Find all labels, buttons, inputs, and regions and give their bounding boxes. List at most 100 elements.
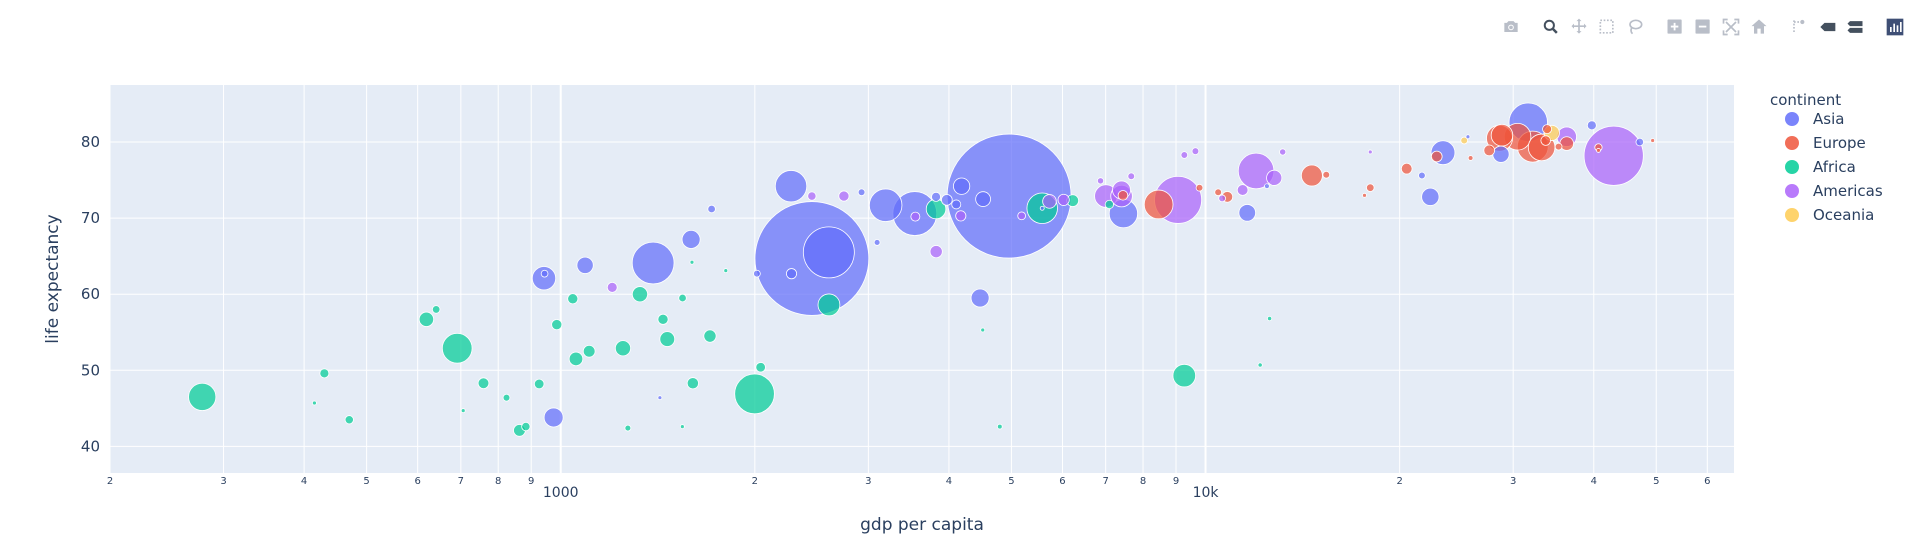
point-americas[interactable] xyxy=(1191,147,1200,156)
point-asia[interactable] xyxy=(951,199,962,210)
point-asia[interactable] xyxy=(1418,171,1426,180)
point-africa[interactable] xyxy=(533,378,545,390)
legend-label-oceania[interactable]: Oceania xyxy=(1813,206,1874,224)
point-africa[interactable] xyxy=(582,344,596,358)
point-europe[interactable] xyxy=(1322,170,1331,179)
box-select-button[interactable] xyxy=(1593,14,1621,40)
point-asia[interactable] xyxy=(1635,137,1644,147)
point-americas[interactable] xyxy=(1096,177,1105,185)
point-europe[interactable] xyxy=(1366,183,1375,192)
point-africa[interactable] xyxy=(686,377,699,390)
point-europe[interactable] xyxy=(1214,188,1222,197)
point-africa[interactable] xyxy=(631,286,648,303)
point-asia[interactable] xyxy=(657,395,663,401)
point-americas[interactable] xyxy=(929,245,943,259)
point-asia[interactable] xyxy=(785,268,798,280)
point-asia[interactable] xyxy=(681,230,701,249)
point-asia[interactable] xyxy=(802,226,855,279)
legend-label-europe[interactable]: Europe xyxy=(1813,134,1866,152)
point-asia[interactable] xyxy=(941,194,953,206)
point-africa[interactable] xyxy=(319,368,330,379)
legend-marker-africa[interactable] xyxy=(1785,160,1799,174)
point-africa[interactable] xyxy=(344,415,354,425)
point-europe[interactable] xyxy=(1596,148,1601,153)
plotly-logo[interactable] xyxy=(1881,14,1909,40)
point-africa[interactable] xyxy=(312,400,317,406)
point-africa[interactable] xyxy=(1104,199,1114,210)
point-africa[interactable] xyxy=(703,329,717,343)
spike-lines-button[interactable] xyxy=(1785,14,1813,40)
point-europe[interactable] xyxy=(1117,190,1129,201)
point-africa[interactable] xyxy=(679,424,685,429)
download-plot-button[interactable] xyxy=(1497,14,1525,40)
point-africa[interactable] xyxy=(1267,316,1273,322)
point-asia[interactable] xyxy=(1039,205,1045,211)
point-africa[interactable] xyxy=(659,331,676,347)
point-americas[interactable] xyxy=(1236,184,1249,196)
point-africa[interactable] xyxy=(614,340,632,357)
point-europe[interactable] xyxy=(1540,135,1551,146)
legend-marker-oceania[interactable] xyxy=(1785,208,1799,222)
point-africa[interactable] xyxy=(657,313,669,325)
reset-axes-button[interactable] xyxy=(1745,14,1773,40)
autoscale-button[interactable] xyxy=(1717,14,1745,40)
point-asia[interactable] xyxy=(1264,183,1270,189)
point-asia[interactable] xyxy=(931,191,941,202)
point-americas[interactable] xyxy=(1367,149,1373,155)
point-africa[interactable] xyxy=(1257,362,1263,368)
point-asia[interactable] xyxy=(1465,134,1471,140)
point-africa[interactable] xyxy=(997,423,1003,430)
pan-button[interactable] xyxy=(1565,14,1593,40)
point-africa[interactable] xyxy=(477,377,490,390)
point-americas[interactable] xyxy=(955,210,967,222)
point-americas[interactable] xyxy=(838,190,850,202)
point-europe[interactable] xyxy=(1195,183,1204,192)
point-europe[interactable] xyxy=(1467,155,1474,161)
point-americas[interactable] xyxy=(1017,211,1026,221)
point-africa[interactable] xyxy=(441,332,473,364)
point-africa[interactable] xyxy=(723,268,729,274)
point-americas[interactable] xyxy=(1057,193,1070,206)
point-americas[interactable] xyxy=(807,191,817,201)
point-americas[interactable] xyxy=(1218,194,1226,203)
point-africa[interactable] xyxy=(1172,363,1197,388)
hover-compare-button[interactable] xyxy=(1841,14,1869,40)
point-americas[interactable] xyxy=(910,211,921,222)
point-africa[interactable] xyxy=(521,422,531,432)
point-asia[interactable] xyxy=(1586,120,1597,131)
hover-closest-button[interactable] xyxy=(1813,14,1841,40)
point-africa[interactable] xyxy=(551,319,563,331)
legend-marker-asia[interactable] xyxy=(1785,112,1799,126)
lasso-select-button[interactable] xyxy=(1621,14,1649,40)
point-asia[interactable] xyxy=(975,191,991,207)
point-africa[interactable] xyxy=(624,424,632,432)
point-africa[interactable] xyxy=(567,293,579,305)
point-africa[interactable] xyxy=(460,408,466,414)
point-asia[interactable] xyxy=(1492,145,1510,163)
point-americas[interactable] xyxy=(1180,151,1189,159)
zoom-button[interactable] xyxy=(1537,14,1565,40)
point-africa[interactable] xyxy=(502,393,511,402)
point-europe[interactable] xyxy=(1483,144,1496,157)
point-americas[interactable] xyxy=(1583,125,1644,186)
point-oceania[interactable] xyxy=(1460,136,1469,145)
legend-label-americas[interactable]: Americas xyxy=(1813,182,1883,200)
point-europe[interactable] xyxy=(1400,162,1413,175)
point-asia[interactable] xyxy=(774,170,808,203)
plot-area[interactable] xyxy=(110,85,1734,473)
point-asia[interactable] xyxy=(873,239,881,246)
point-asia[interactable] xyxy=(857,188,866,197)
legend-label-africa[interactable]: Africa xyxy=(1813,158,1856,176)
point-africa[interactable] xyxy=(431,305,441,314)
point-africa[interactable] xyxy=(755,362,766,373)
legend-marker-americas[interactable] xyxy=(1785,184,1799,198)
point-europe[interactable] xyxy=(1143,189,1174,220)
point-europe[interactable] xyxy=(1490,124,1514,147)
point-europe[interactable] xyxy=(1430,150,1443,163)
point-asia[interactable] xyxy=(970,288,990,308)
point-africa[interactable] xyxy=(689,259,695,265)
legend-marker-europe[interactable] xyxy=(1785,136,1799,150)
zoom-out-button[interactable] xyxy=(1689,14,1717,40)
point-asia[interactable] xyxy=(576,256,594,274)
zoom-in-button[interactable] xyxy=(1661,14,1689,40)
